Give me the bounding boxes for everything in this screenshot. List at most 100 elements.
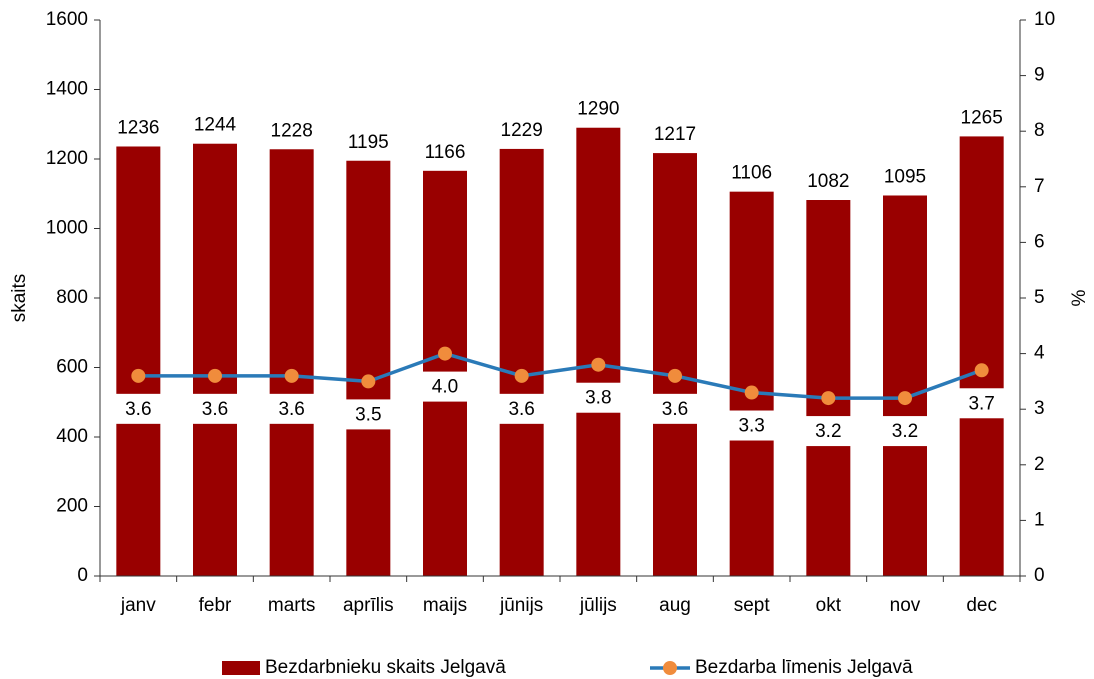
bar-value-label: 1229 xyxy=(501,120,543,141)
line-value-label: 3.7 xyxy=(968,393,994,414)
y-tick-label: 1400 xyxy=(46,79,88,100)
label-box xyxy=(881,416,929,447)
bar-value-label: 1166 xyxy=(425,142,466,163)
y2-tick-label: 7 xyxy=(1034,176,1045,197)
y2-tick-label: 8 xyxy=(1034,120,1045,141)
line-value-label: 3.5 xyxy=(355,404,381,425)
line-marker xyxy=(821,391,836,406)
legend-label: Bezdarbnieku skaits Jelgavā xyxy=(265,657,506,678)
y2-tick-label: 10 xyxy=(1034,9,1055,30)
bar xyxy=(269,149,314,576)
label-box xyxy=(804,416,853,447)
label-box xyxy=(191,393,239,424)
line-value-label: 3.6 xyxy=(202,399,228,420)
x-tick-label: janv xyxy=(120,595,156,616)
bar xyxy=(883,195,927,577)
bar-value-label: 1106 xyxy=(731,163,772,184)
line-marker xyxy=(744,385,759,400)
bar-value-label: 1265 xyxy=(961,107,1003,128)
legend-swatch xyxy=(222,661,260,675)
line-value-label: 3.6 xyxy=(278,399,304,420)
bar-value-label: 1095 xyxy=(884,167,926,188)
line-marker xyxy=(591,357,606,372)
line-marker xyxy=(208,368,222,383)
line-value-label: 3.3 xyxy=(738,416,764,437)
line-value-label: 3.6 xyxy=(508,399,534,420)
bar-value-label: 1290 xyxy=(577,99,619,120)
bar-value-label: 1244 xyxy=(194,115,237,136)
label-box xyxy=(344,399,393,430)
line-value-label: 3.6 xyxy=(662,399,688,420)
line-marker xyxy=(361,374,376,389)
bar xyxy=(499,148,544,577)
x-tick-label: okt xyxy=(816,595,842,616)
x-tick-label: jūnijs xyxy=(499,595,543,616)
line-marker xyxy=(668,368,682,383)
label-box xyxy=(114,393,163,424)
y-tick-label: 800 xyxy=(56,287,88,308)
label-box xyxy=(727,410,776,441)
y2-tick-label: 0 xyxy=(1034,565,1045,586)
line-value-label: 4.0 xyxy=(432,377,458,398)
line-marker xyxy=(438,346,452,361)
label-box xyxy=(267,393,316,424)
y-tick-label: 1000 xyxy=(46,218,88,239)
bar-value-label: 1217 xyxy=(654,124,696,145)
y2-tick-label: 6 xyxy=(1034,231,1045,252)
bar xyxy=(729,191,774,577)
y2-tick-label: 1 xyxy=(1034,509,1045,530)
x-tick-label: aprīlis xyxy=(343,595,394,616)
bar-value-label: 1082 xyxy=(807,171,849,192)
x-tick-label: jūlijs xyxy=(579,595,617,616)
line-marker xyxy=(284,368,299,383)
line-value-label: 3.2 xyxy=(815,421,841,442)
bar-value-label: 1195 xyxy=(348,132,389,153)
y2-tick-label: 9 xyxy=(1034,65,1045,86)
line-marker xyxy=(131,368,146,383)
y2-tick-label: 3 xyxy=(1034,398,1045,419)
line-value-label: 3.6 xyxy=(125,399,151,420)
x-tick-label: sept xyxy=(734,595,771,616)
x-tick-label: febr xyxy=(199,595,232,616)
label-box xyxy=(497,393,546,424)
bar xyxy=(653,153,697,576)
bar xyxy=(959,136,1004,576)
y2-tick-label: 5 xyxy=(1034,287,1045,308)
x-tick-label: nov xyxy=(890,595,921,616)
label-box xyxy=(574,382,623,413)
y2-axis-label: % xyxy=(1069,289,1090,306)
y-axis-label: skaits xyxy=(9,274,30,323)
x-tick-label: dec xyxy=(966,595,997,616)
y-tick-label: 600 xyxy=(56,357,88,378)
line-marker xyxy=(898,391,912,406)
y-tick-label: 0 xyxy=(77,565,88,586)
legend-marker xyxy=(663,661,677,675)
bar xyxy=(806,200,851,576)
x-tick-label: aug xyxy=(659,595,691,616)
x-tick-label: maijs xyxy=(423,595,467,616)
bar xyxy=(193,143,237,576)
y2-tick-label: 4 xyxy=(1034,343,1045,364)
label-box xyxy=(957,388,1006,419)
label-box xyxy=(651,393,699,424)
line-value-label: 3.8 xyxy=(585,388,611,409)
bar xyxy=(576,127,621,576)
bar-value-label: 1228 xyxy=(271,120,313,141)
line-marker xyxy=(974,363,989,378)
bar-value-label: 1236 xyxy=(117,118,159,139)
line-marker xyxy=(514,368,529,383)
line-value-label: 3.2 xyxy=(892,421,918,442)
y-tick-label: 400 xyxy=(56,426,88,447)
x-tick-label: marts xyxy=(268,595,316,616)
legend-label: Bezdarba līmenis Jelgavā xyxy=(695,657,913,678)
y2-tick-label: 2 xyxy=(1034,454,1045,475)
y-tick-label: 1200 xyxy=(46,148,88,169)
y-tick-label: 200 xyxy=(56,496,88,517)
line xyxy=(138,351,983,400)
y-tick-label: 1600 xyxy=(46,9,88,30)
label-box xyxy=(421,371,469,402)
bar xyxy=(116,146,161,577)
bar xyxy=(346,160,391,577)
